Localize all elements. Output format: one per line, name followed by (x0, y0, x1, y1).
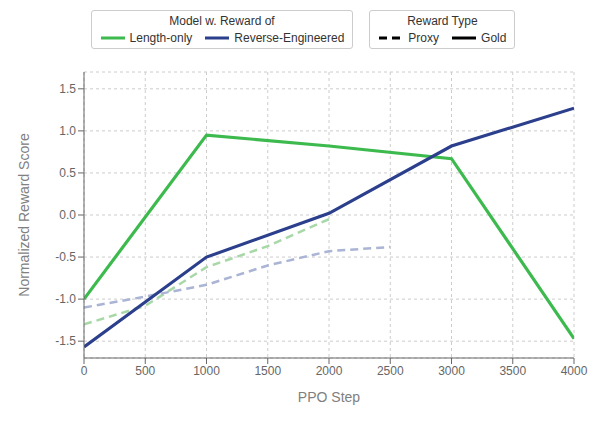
svg-text:PPO Step: PPO Step (298, 389, 360, 405)
svg-text:2500: 2500 (377, 364, 404, 378)
svg-text:1000: 1000 (193, 364, 220, 378)
svg-text:1.0: 1.0 (59, 124, 76, 138)
svg-text:3000: 3000 (438, 364, 465, 378)
html-text:Reverse-Engineered: Reverse-Engineered (234, 31, 345, 45)
svg-text:2000: 2000 (316, 364, 343, 378)
svg-text:-1.0: -1.0 (55, 292, 76, 306)
svg-text:Normalized Reward Score: Normalized Reward Score (16, 133, 32, 297)
html-text:Gold: Gold (481, 31, 507, 45)
svg-text:3500: 3500 (499, 364, 526, 378)
svg-text:0.0: 0.0 (59, 208, 76, 222)
svg-text:1.5: 1.5 (59, 82, 76, 96)
html-text:Length-only: Length-only (129, 31, 193, 45)
svg-text:0: 0 (81, 364, 88, 378)
svg-text:4000: 4000 (561, 364, 588, 378)
html-text:Model w. Reward of: Model w. Reward of (169, 14, 275, 28)
html-text:Proxy: Proxy (408, 31, 439, 45)
svg-text:500: 500 (135, 364, 155, 378)
html-text:Reward Type: Reward Type (407, 14, 478, 28)
svg-text:-0.5: -0.5 (55, 250, 76, 264)
svg-text:1500: 1500 (254, 364, 281, 378)
svg-text:-1.5: -1.5 (55, 334, 76, 348)
svg-text:0.5: 0.5 (59, 166, 76, 180)
